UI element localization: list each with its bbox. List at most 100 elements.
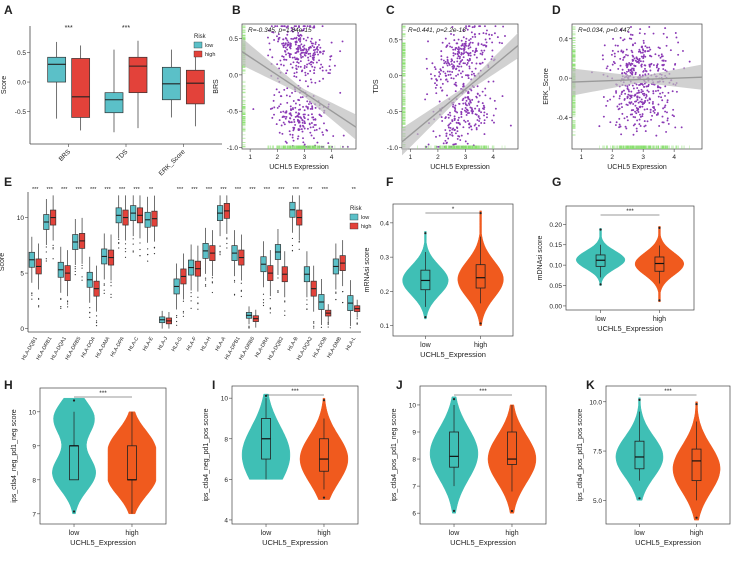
scatter-point: [660, 53, 663, 56]
significance-mark: ***: [206, 187, 213, 193]
scatter-point: [620, 93, 623, 95]
scatter-point: [642, 70, 645, 73]
outlier-point: [510, 509, 514, 513]
scatter-point: [275, 123, 278, 126]
y-axis-title: mDNAsi score: [537, 236, 544, 281]
scatter-point: [451, 71, 454, 73]
scatter-point: [270, 25, 273, 28]
y-axis-title: TDS: [373, 79, 380, 93]
scatter-point: [493, 32, 496, 35]
outlier-point: [211, 281, 213, 283]
scatter-point: [627, 30, 630, 33]
scatter-point: [447, 126, 450, 129]
scatter-point: [309, 40, 312, 43]
scatter-point: [318, 59, 321, 62]
scatter-point: [672, 108, 675, 111]
scatter-point: [297, 58, 300, 61]
outlier-point: [66, 300, 69, 302]
scatter-point: [641, 101, 643, 104]
scatter-point: [598, 125, 601, 128]
box-low: [318, 279, 325, 325]
scatter-point: [460, 134, 463, 137]
box-low: [28, 236, 35, 283]
box-low: [57, 246, 64, 293]
scatter-point: [493, 99, 496, 102]
scatter-point: [618, 117, 621, 120]
scatter-point: [297, 98, 300, 101]
scatter-point: [631, 67, 634, 70]
box-high: [185, 52, 205, 127]
scatter-point: [292, 38, 294, 40]
scatter-point: [658, 125, 661, 127]
scatter-point: [457, 46, 460, 49]
scatter-point: [621, 51, 624, 54]
x-tick-label: HLA-J: [157, 336, 170, 352]
scatter-point: [632, 87, 635, 90]
scatter-point: [648, 26, 651, 28]
significance-mark: ***: [75, 187, 82, 193]
scatter-point: [471, 26, 474, 29]
scatter-point: [465, 99, 468, 102]
scatter-point: [308, 47, 311, 50]
y-axis-title: ips_ctla4_neg_pd1_neg score: [11, 409, 18, 503]
scatter-point: [321, 69, 324, 72]
scatter-point: [296, 118, 299, 121]
scatter-point: [298, 44, 301, 47]
outlier-point: [356, 323, 358, 325]
outlier-point: [52, 247, 54, 249]
scatter-point: [311, 44, 314, 47]
scatter-point: [295, 64, 298, 67]
scatter-point: [460, 53, 463, 56]
scatter-point: [318, 127, 321, 130]
violin-low: [615, 397, 664, 501]
scatter-point: [650, 118, 653, 121]
scatter-point: [616, 105, 619, 108]
scatter-point: [646, 99, 649, 102]
scatter-point: [470, 125, 473, 128]
outlier-point: [124, 248, 127, 250]
y-tick-label: 10: [29, 409, 37, 416]
scatter-point: [309, 107, 312, 110]
scatter-point: [303, 113, 306, 116]
scatter-point: [641, 51, 644, 54]
scatter-point: [446, 64, 449, 67]
scatter-point: [645, 70, 648, 73]
scatter-point: [280, 124, 283, 127]
scatter-point: [446, 94, 448, 97]
scatter-point: [620, 49, 623, 52]
box-low: [202, 227, 209, 274]
stat-label-d: R=0.034, p=0.447: [578, 27, 630, 34]
scatter-point: [302, 137, 304, 140]
scatter-point: [282, 46, 285, 49]
scatter-point: [319, 51, 322, 54]
scatter-point: [631, 62, 634, 65]
box-high: [93, 265, 100, 312]
significance-mark-f: *: [452, 206, 455, 213]
box-group-tds: TDS ***: [104, 25, 148, 163]
scatter-point: [625, 72, 627, 75]
scatter-point: [308, 122, 311, 125]
outlier-point: [356, 322, 358, 324]
scatter-point: [315, 61, 318, 64]
scatter-point: [316, 45, 319, 48]
scatter-point: [629, 97, 632, 100]
scatter-point: [313, 72, 316, 75]
scatter-point: [455, 42, 458, 45]
scatter-point: [329, 58, 332, 61]
scatter-point: [674, 32, 677, 34]
scatter-point: [282, 42, 285, 45]
y-tick-label: 0.0: [229, 72, 238, 79]
outlier-point: [132, 243, 134, 245]
scatter-point: [671, 90, 674, 93]
box-group-hla-dma: HLA-DMA***: [94, 187, 115, 359]
scatter-point: [475, 47, 478, 50]
scatter-point: [303, 127, 306, 130]
scatter-point: [312, 49, 315, 52]
outlier-point: [240, 295, 242, 298]
scatter-point: [303, 44, 306, 47]
scatter-point: [333, 64, 336, 67]
scatter-point: [467, 120, 469, 122]
scatter-point: [278, 91, 281, 94]
outlier-point: [291, 250, 294, 252]
x-tick-label: low: [261, 530, 272, 537]
